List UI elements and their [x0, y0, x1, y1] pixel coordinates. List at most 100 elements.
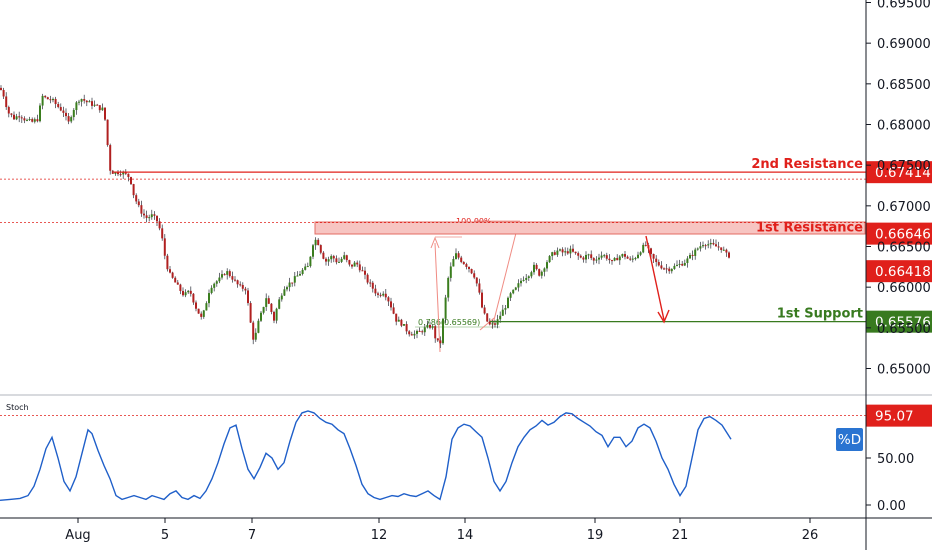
price-tick-label: 0.69500 [877, 0, 931, 12]
candle [644, 241, 647, 247]
candle [423, 324, 426, 336]
candle [41, 93, 44, 110]
candle [582, 256, 585, 263]
candle [132, 183, 135, 199]
candle [546, 260, 548, 272]
candle [184, 289, 187, 298]
candle [629, 256, 632, 261]
candle [704, 243, 707, 250]
candle [10, 113, 13, 118]
candle [553, 250, 556, 256]
bearish-projection-arrow [645, 235, 670, 324]
candle [699, 241, 702, 252]
candle [135, 193, 138, 205]
candle [691, 250, 694, 261]
candle [70, 115, 73, 124]
candle [33, 117, 36, 124]
candle [533, 262, 535, 275]
level-label: 2nd Resistance [751, 157, 863, 172]
time-tick-label: 7 [248, 528, 256, 543]
candle [392, 303, 395, 315]
stoch-last-value-tag: 95.07 [866, 404, 932, 427]
candle [176, 279, 179, 285]
candle [169, 266, 171, 274]
candle [296, 271, 299, 277]
candle [161, 224, 164, 241]
candle [673, 263, 676, 270]
candle [187, 289, 190, 294]
candle [369, 279, 372, 287]
candle [314, 237, 317, 250]
candle [683, 259, 686, 267]
d-badge-label: %D [838, 432, 861, 448]
candle [538, 268, 541, 277]
level-tag-value: 0.67414 [875, 165, 931, 181]
candle [676, 260, 678, 267]
candle [319, 244, 322, 255]
candle [356, 260, 359, 268]
candle [694, 247, 697, 260]
candle [400, 318, 403, 328]
candle [452, 256, 455, 267]
candle [483, 304, 486, 315]
candle [418, 327, 421, 332]
candle [15, 113, 18, 121]
candle [551, 251, 554, 261]
candle [197, 308, 200, 314]
candle [62, 106, 65, 118]
candle [247, 287, 249, 306]
candle [249, 301, 252, 324]
candle [317, 238, 320, 246]
candle [475, 277, 478, 287]
stoch-tick-label: 50.00 [877, 452, 914, 467]
candle [226, 268, 229, 280]
candle [244, 286, 247, 295]
candle [215, 280, 218, 287]
candle [275, 307, 278, 324]
candle [608, 254, 611, 264]
projection-arrow-up-2 [491, 224, 519, 329]
time-tick-label: 19 [587, 528, 604, 543]
candle [179, 283, 182, 295]
stoch-title: Stoch [6, 403, 29, 412]
candle [715, 239, 717, 247]
candle [390, 297, 392, 311]
candle [119, 170, 122, 177]
level-tag: 0.67414 [866, 161, 932, 184]
candle [613, 257, 616, 262]
level-tag-value: 0.66418 [875, 264, 931, 280]
candle [707, 240, 710, 249]
candle [650, 247, 652, 258]
candle [657, 259, 660, 267]
level-tag: 0.65576 [866, 310, 932, 333]
candle [46, 96, 49, 100]
d-badge[interactable] [836, 428, 863, 451]
price-level: 2nd Resistance 0.67414 [0, 157, 932, 184]
candle [109, 143, 112, 175]
candle [137, 198, 140, 208]
candle [434, 324, 437, 343]
candle [231, 271, 234, 283]
price-level: 1st Support 0.65576 [490, 307, 932, 333]
candle [117, 169, 119, 177]
candle [527, 275, 530, 282]
candle [101, 103, 104, 111]
candle [306, 262, 309, 268]
candle [106, 119, 109, 147]
candle [439, 336, 442, 349]
candle [150, 209, 153, 220]
candle [540, 270, 543, 279]
candle [288, 277, 291, 292]
candle [470, 268, 473, 275]
candle [696, 247, 699, 251]
candle [631, 255, 634, 263]
candle [361, 266, 364, 272]
candle [353, 261, 356, 267]
candle [200, 311, 203, 320]
candle [36, 114, 39, 123]
candle [223, 273, 226, 276]
price-tick-label: 0.65000 [877, 363, 931, 378]
candle [637, 251, 639, 259]
time-tick-label: Aug [65, 528, 90, 543]
